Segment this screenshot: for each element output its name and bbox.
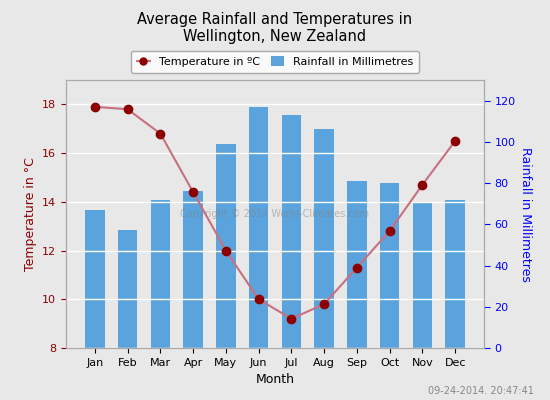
Bar xyxy=(183,191,203,348)
Bar xyxy=(347,181,367,348)
Y-axis label: Temperature in °C: Temperature in °C xyxy=(24,157,37,271)
Bar xyxy=(216,144,236,348)
Bar xyxy=(282,115,301,348)
X-axis label: Month: Month xyxy=(256,373,294,386)
Bar xyxy=(85,210,104,348)
Text: 09-24-2014. 20:47:41: 09-24-2014. 20:47:41 xyxy=(428,386,534,396)
Bar xyxy=(151,200,170,348)
Bar xyxy=(412,202,432,348)
Legend: Temperature in ºC, Rainfall in Millimetres: Temperature in ºC, Rainfall in Millimetr… xyxy=(131,51,419,73)
Bar xyxy=(314,130,334,348)
Bar xyxy=(446,200,465,348)
Bar xyxy=(118,230,138,348)
Bar xyxy=(249,107,268,348)
Y-axis label: Rainfall in Millimetres: Rainfall in Millimetres xyxy=(519,146,532,282)
Text: Average Rainfall and Temperatures in
Wellington, New Zealand: Average Rainfall and Temperatures in Wel… xyxy=(138,12,412,44)
Bar xyxy=(380,183,399,348)
Text: Copyright © 2014 World-Climates.com: Copyright © 2014 World-Climates.com xyxy=(180,209,370,219)
